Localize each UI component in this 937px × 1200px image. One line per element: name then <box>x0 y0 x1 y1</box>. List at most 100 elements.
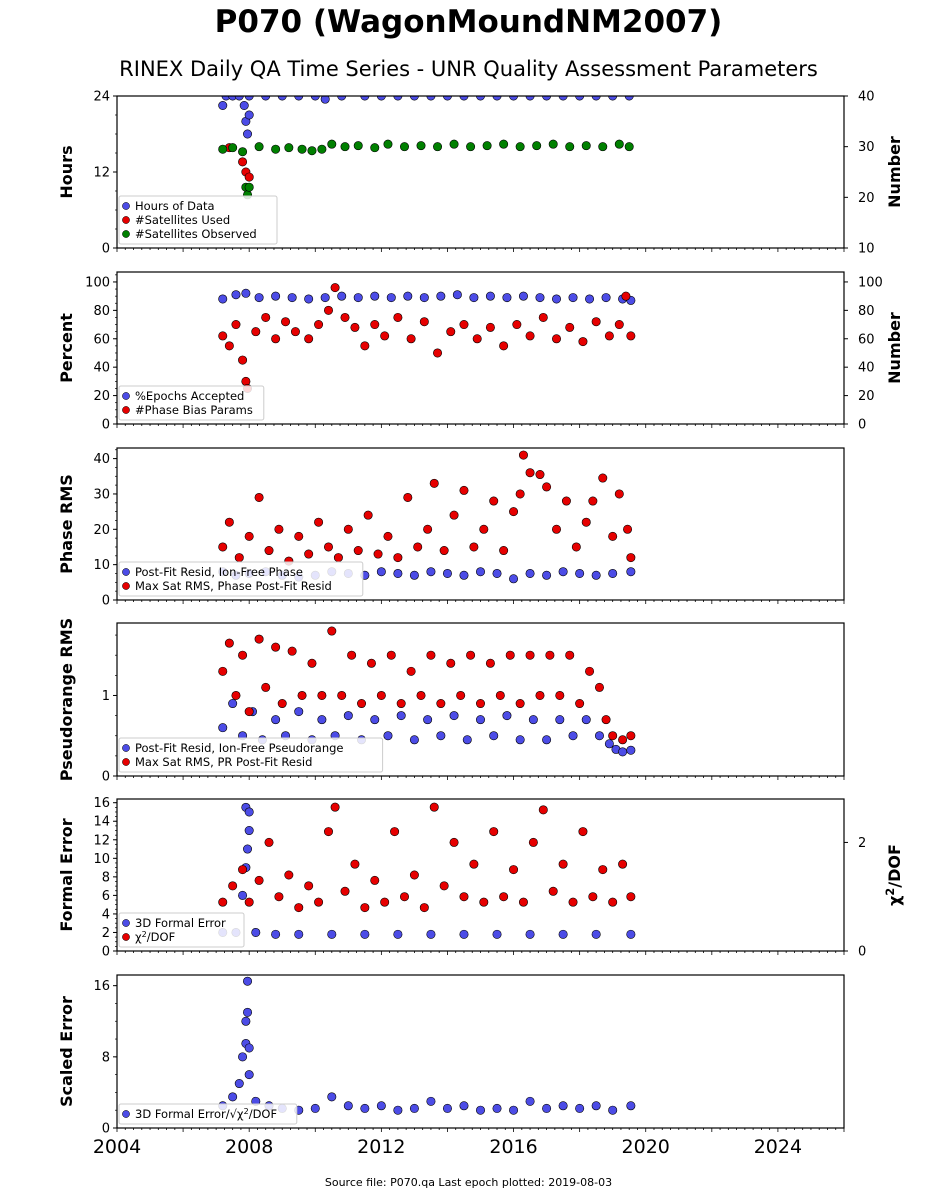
data-point <box>224 638 234 648</box>
axes-frame <box>116 271 845 425</box>
data-point <box>614 320 624 330</box>
legend: Hours of Data#Satellites Used#Satellites… <box>118 195 278 245</box>
data-point <box>409 570 419 580</box>
data-point <box>548 886 558 896</box>
data-point <box>591 929 601 939</box>
data-point <box>525 331 535 341</box>
data-point <box>238 650 248 660</box>
data-point <box>294 531 304 541</box>
data-point <box>373 549 383 559</box>
data-point <box>538 312 548 322</box>
data-point <box>558 929 568 939</box>
data-point <box>499 341 509 351</box>
data-point <box>366 658 376 668</box>
data-point <box>218 294 228 304</box>
data-point <box>271 642 281 652</box>
y-tick-label: 0 <box>102 242 110 257</box>
data-point <box>314 517 324 527</box>
data-point <box>525 468 535 478</box>
legend-marker <box>122 230 130 238</box>
data-point <box>475 1105 485 1115</box>
data-point <box>459 1101 469 1111</box>
data-point <box>218 897 228 907</box>
data-point <box>538 805 548 815</box>
data-point <box>353 141 363 151</box>
data-point <box>380 331 390 341</box>
data-point <box>254 492 264 502</box>
legend-label: #Satellites Used <box>135 213 230 227</box>
data-point <box>304 334 314 344</box>
y-tick-label: 16 <box>93 979 110 994</box>
legend-marker <box>122 202 130 210</box>
chart-title: P070 (WagonMoundNM2007) <box>214 4 723 40</box>
axes-frame <box>116 798 845 952</box>
data-point <box>449 510 459 520</box>
data-point <box>466 142 476 152</box>
panel-2: 0 20 40 60 80 100 0 20 40 60 80 100 Percent Number %Ep… <box>57 271 904 433</box>
data-point <box>489 827 499 837</box>
data-point <box>244 897 254 907</box>
legend-label: Max Sat RMS, PR Post-Fit Resid <box>135 755 312 769</box>
legend-marker <box>122 1110 130 1118</box>
data-point <box>281 317 291 327</box>
y-tick-label: 20 <box>93 389 110 404</box>
data-point <box>525 568 535 578</box>
data-point <box>376 690 386 700</box>
data-point <box>393 929 403 939</box>
data-point <box>429 478 439 488</box>
data-point <box>376 1101 386 1111</box>
data-point <box>274 524 284 534</box>
data-point <box>436 291 446 301</box>
panel-3: 0 10 20 30 40 Phase RMS Post-Fit Resid, Ion-Fr… <box>57 447 845 609</box>
data-point <box>386 650 396 660</box>
data-point <box>340 142 350 152</box>
data-point <box>241 1016 251 1026</box>
data-point <box>598 142 608 152</box>
data-point <box>512 320 522 330</box>
data-point <box>238 890 248 900</box>
data-point <box>581 517 591 527</box>
data-point <box>575 568 585 578</box>
data-point <box>426 567 436 577</box>
y-tick-label: 10 <box>93 852 110 867</box>
data-point <box>509 865 519 875</box>
data-point <box>228 881 238 891</box>
data-point <box>287 293 297 303</box>
data-point <box>231 290 241 300</box>
data-point <box>243 844 253 854</box>
data-point <box>239 101 249 111</box>
data-point <box>436 699 446 709</box>
data-point <box>518 897 528 907</box>
series-3 <box>218 139 634 200</box>
data-point <box>423 524 433 534</box>
data-point <box>608 897 618 907</box>
data-point <box>241 288 251 298</box>
data-point <box>360 341 370 351</box>
data-point <box>588 496 598 506</box>
data-point <box>591 317 601 327</box>
source-footer: Source file: P070.qa Last epoch plotted:… <box>324 1176 613 1189</box>
data-point <box>588 892 598 902</box>
data-point <box>353 293 363 303</box>
y-tick-label: 0 <box>102 770 110 785</box>
data-point <box>489 731 499 741</box>
data-point <box>608 1105 618 1115</box>
data-point <box>224 517 234 527</box>
data-point <box>495 690 505 700</box>
data-point <box>492 568 502 578</box>
data-point <box>218 666 228 676</box>
data-point <box>469 293 479 303</box>
plot-area <box>218 626 636 757</box>
data-point <box>492 1103 502 1113</box>
y-tick-label: 12 <box>93 166 110 181</box>
legend-box <box>118 1103 298 1125</box>
x-tick-label: 2016 <box>489 1136 537 1158</box>
data-point <box>548 139 558 149</box>
data-point <box>327 626 337 636</box>
data-point <box>343 524 353 534</box>
data-point <box>238 355 248 365</box>
data-point <box>426 650 436 660</box>
